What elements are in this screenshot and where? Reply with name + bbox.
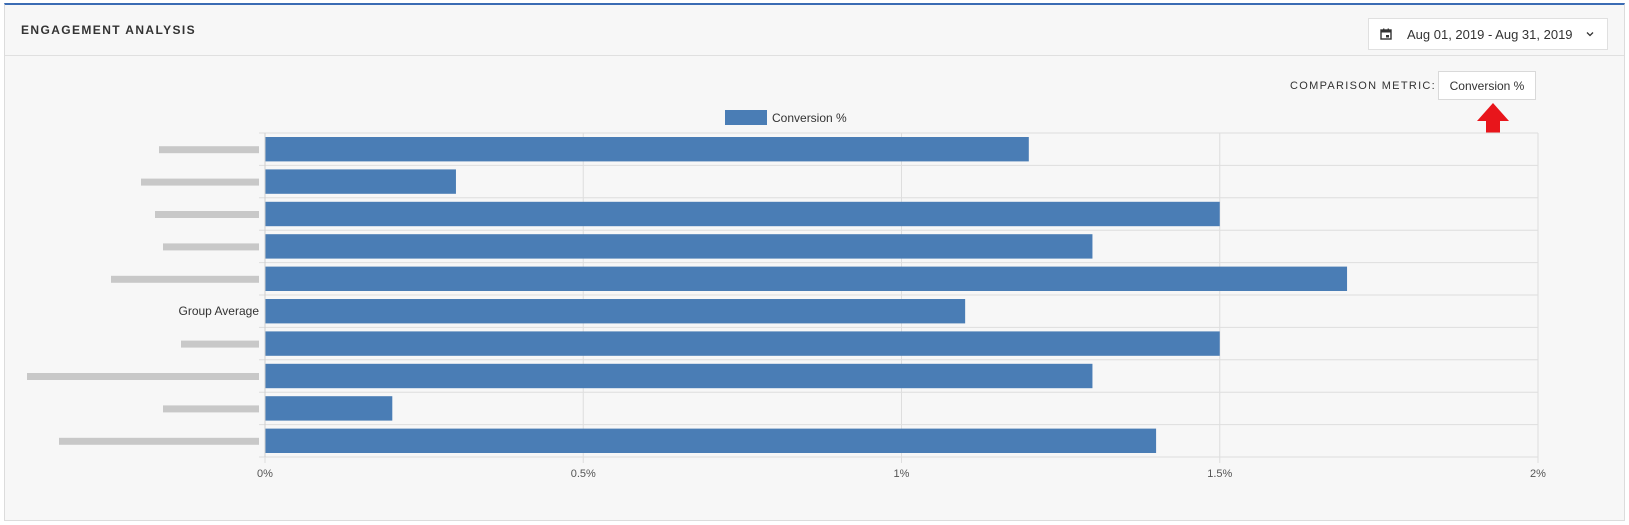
date-range-text: Aug 01, 2019 - Aug 31, 2019 — [1407, 26, 1573, 42]
bar — [265, 201, 1220, 227]
redacted-category-label — [181, 340, 259, 348]
bar — [265, 137, 1029, 162]
redacted-category-label — [159, 146, 259, 154]
conversion-bar-chart: 0% 0.5% 1% 1.5% 2% Group Average Conversion % — [27, 110, 1546, 480]
x-tick-label: 0.5% — [571, 468, 596, 480]
redacted-category-label — [163, 405, 259, 413]
bar — [265, 169, 456, 194]
x-tick-label: 1% — [894, 468, 910, 480]
bar — [265, 234, 1093, 259]
redacted-category-label — [27, 373, 259, 380]
x-tick-label: 1.5% — [1207, 468, 1232, 480]
bar — [265, 266, 1348, 291]
legend-swatch — [725, 110, 767, 125]
red-arrow-up-icon — [1477, 103, 1509, 143]
comparison-metric-label: COMPARISON METRIC: — [1290, 80, 1437, 92]
bar — [265, 331, 1220, 356]
calendar-icon — [1380, 28, 1392, 40]
bar — [265, 428, 1157, 453]
redacted-category-label — [155, 211, 259, 218]
date-range-picker[interactable]: Aug 01, 2019 - Aug 31, 2019 — [1368, 18, 1608, 50]
category-label: Group Average — [178, 304, 259, 318]
panel-title: ENGAGEMENT ANALYSIS — [21, 23, 197, 37]
bar — [265, 299, 966, 324]
redacted-category-label — [111, 275, 259, 283]
x-tick-label: 0% — [257, 468, 273, 480]
x-tick-label: 2% — [1530, 468, 1546, 480]
redacted-category-label — [141, 178, 259, 186]
redacted-category-label — [59, 437, 259, 445]
chevron-down-icon — [1586, 32, 1594, 37]
engagement-analysis-panel: ENGAGEMENT ANALYSIS Aug 01, 2019 - Aug 3… — [4, 3, 1625, 521]
bar — [265, 396, 393, 421]
redacted-category-label — [163, 243, 259, 251]
bar — [265, 363, 1093, 389]
panel-header: ENGAGEMENT ANALYSIS Aug 01, 2019 - Aug 3… — [5, 5, 1624, 56]
legend-label: Conversion % — [772, 111, 847, 125]
comparison-metric-select[interactable]: Conversion % — [1438, 71, 1536, 100]
